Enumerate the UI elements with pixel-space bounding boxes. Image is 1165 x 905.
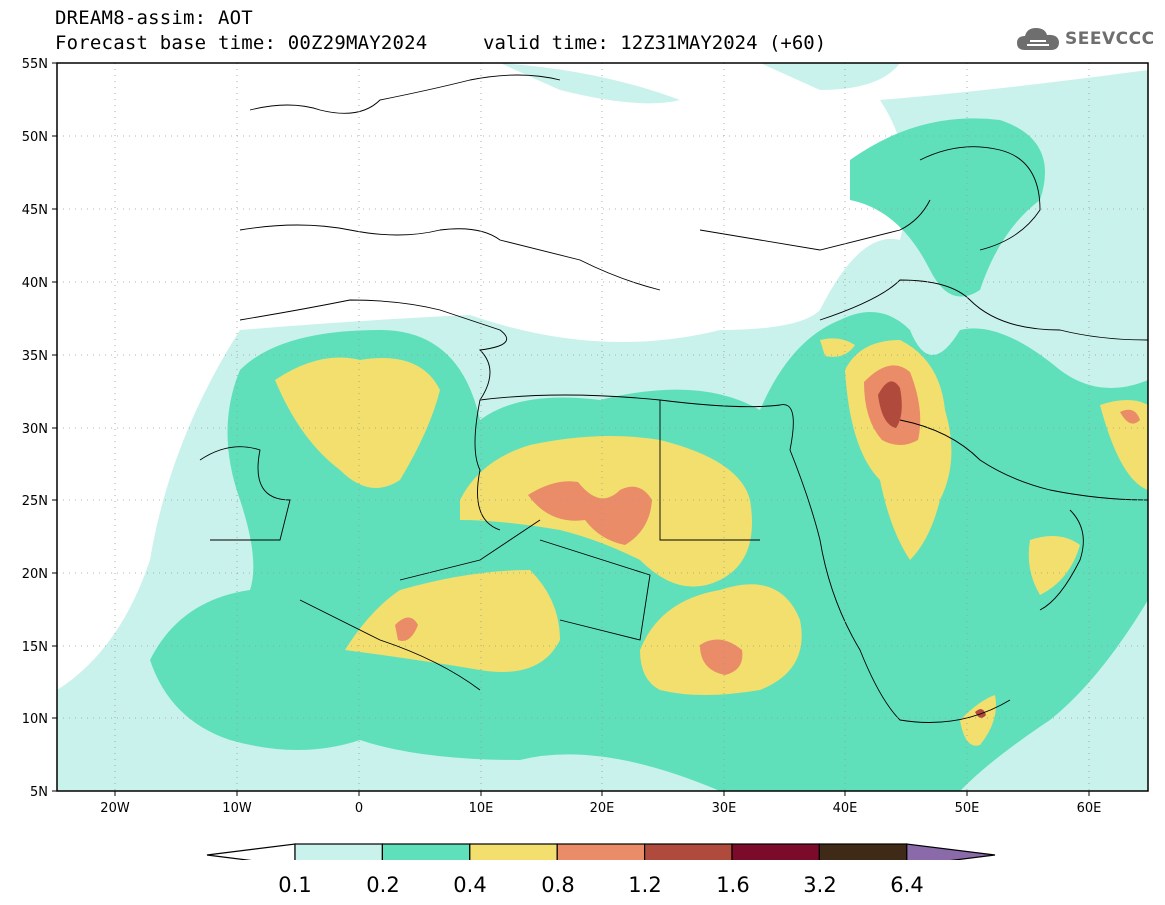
colorbar-low-arrow: [206, 843, 296, 867]
colorbar-label: 0.1: [278, 873, 312, 897]
lon-label: 40E: [833, 801, 858, 816]
lon-label: 50E: [955, 801, 980, 816]
colorbar: [206, 843, 996, 867]
lat-label: 55N: [22, 57, 48, 72]
colorbar-label: 0.4: [453, 873, 487, 897]
lat-label: 20N: [22, 567, 48, 582]
colorbar-label: 1.2: [628, 873, 662, 897]
lat-label: 15N: [22, 640, 48, 655]
colorbar-high-arrow: [906, 843, 996, 867]
colorbar-label: 6.4: [890, 873, 924, 897]
lon-label: 10E: [469, 801, 494, 816]
colorbar-label: 1.6: [716, 873, 750, 897]
lat-label: 50N: [22, 130, 48, 145]
lon-label: 10W: [222, 801, 252, 816]
colorbar-swatch: [818, 843, 908, 867]
lat-label: 35N: [22, 349, 48, 364]
coastlines: [199, 74, 1148, 723]
seevccc-logo: SEEVCCC: [1015, 22, 1155, 56]
colorbar-label: 3.2: [803, 873, 837, 897]
lat-label: 25N: [22, 494, 48, 509]
colorbar-swatch: [381, 843, 471, 867]
lat-label: 40N: [22, 276, 48, 291]
aot-fields: [57, 63, 1148, 791]
lon-label: 0: [355, 801, 363, 816]
lon-label: 30E: [712, 801, 737, 816]
colorbar-swatch: [643, 843, 733, 867]
forecast-base-time: Forecast base time: 00Z29MAY2024: [55, 32, 428, 54]
product-title: DREAM8-assim: AOT: [55, 7, 253, 29]
aot-band-0.8-1.2: [395, 365, 1140, 675]
map-canvas: 55N 50N 45N 40N 35N 30N 25N 20N 15N 10N …: [22, 57, 1149, 867]
colorbar-swatch: [731, 843, 821, 867]
colorbar-swatch: [469, 843, 558, 867]
aot-map: 55N 50N 45N 40N 35N 30N 25N 20N 15N 10N …: [22, 57, 1149, 867]
lon-label: 60E: [1077, 801, 1102, 816]
logo-text: SEEVCCC: [1065, 29, 1155, 49]
lon-label: 20E: [590, 801, 615, 816]
lon-label: 20W: [100, 801, 130, 816]
lat-label: 45N: [22, 203, 48, 218]
lat-label: 30N: [22, 422, 48, 437]
lat-label: 10N: [22, 712, 48, 727]
colorbar-swatch: [556, 843, 646, 867]
colorbar-label: 0.2: [366, 873, 400, 897]
colorbar-swatch: [294, 843, 384, 867]
valid-time: valid time: 12Z31MAY2024 (+60): [483, 32, 827, 54]
axis-ticks: [52, 62, 1090, 796]
colorbar-label: 0.8: [541, 873, 575, 897]
cloud-icon: [1017, 28, 1059, 50]
lat-label: 5N: [30, 785, 48, 800]
graticule: [57, 63, 1148, 791]
